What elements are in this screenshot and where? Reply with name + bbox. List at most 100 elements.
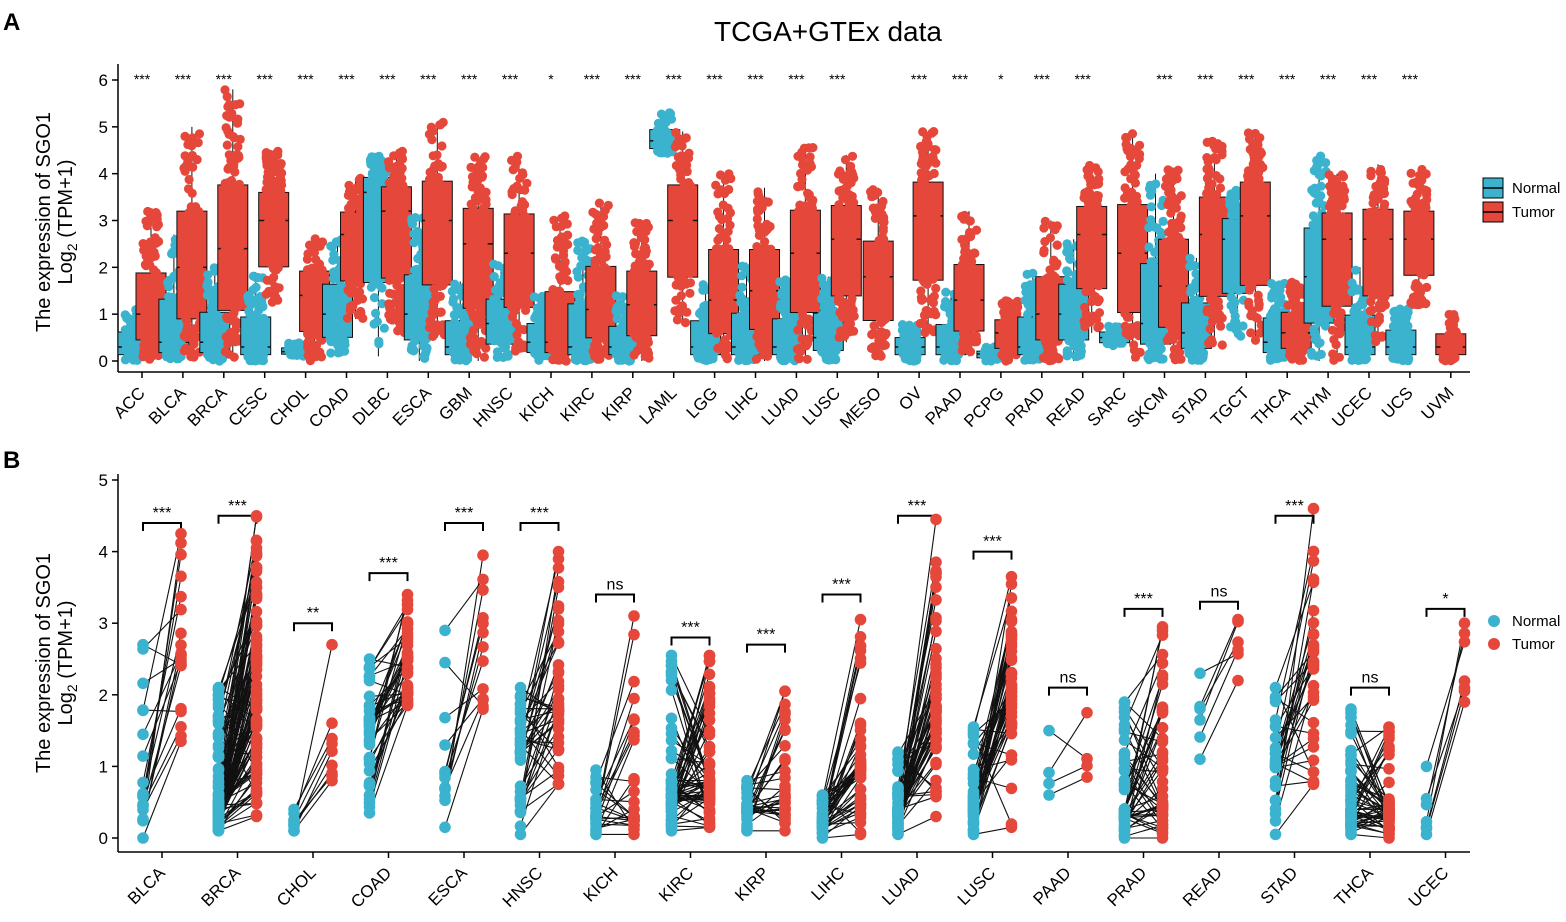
chart-a-category-label: ACC [110, 383, 149, 422]
chart-a-category-label: LIHC [722, 383, 763, 424]
chart-a-point-tumor [872, 261, 882, 271]
chart-a-point-normal [257, 328, 267, 338]
chart-a-point-tumor [349, 244, 359, 254]
chart-a-point-tumor [847, 151, 858, 161]
chart-a-point-tumor [223, 178, 233, 188]
chart-a-point-normal [573, 353, 583, 363]
chart-a-point-tumor [393, 169, 403, 179]
chart-a-point-tumor [150, 251, 160, 261]
chart-a-category-label: CESC [225, 383, 272, 430]
chart-a-point-tumor [634, 323, 644, 333]
chart-a-point-tumor [877, 281, 887, 291]
chart-a-point-tumor [465, 287, 475, 297]
chart-a-point-tumor [881, 313, 891, 324]
chart-a-point-tumor [751, 354, 762, 364]
chart-a-point-tumor [871, 351, 881, 361]
chart-a-point-tumor [802, 354, 812, 364]
chart-a-point-tumor [643, 321, 654, 331]
chart-a-point-normal [370, 154, 380, 164]
chart-a-point-tumor [229, 133, 239, 143]
chart-a-point-normal [331, 237, 341, 247]
chart-a-category-label: LUAD [758, 383, 804, 429]
chart-a-point-tumor [515, 185, 525, 195]
chart-a-point-tumor [869, 309, 879, 319]
chart-a-point-normal [164, 292, 174, 302]
chart-a-point-tumor [711, 255, 721, 266]
chart-a-point-tumor [792, 284, 803, 294]
chart-a-point-normal [161, 305, 171, 315]
chart-a-point-tumor [468, 212, 478, 222]
chart-a-significance: *** [747, 71, 764, 87]
chart-a-category-label: BLCA [145, 383, 190, 428]
chart-a-point-tumor [921, 237, 931, 247]
chart-a-point-tumor [561, 356, 571, 366]
chart-a-significance: *** [461, 71, 478, 87]
chart-a-point-tumor [842, 227, 853, 237]
chart-a-point-tumor [803, 188, 813, 198]
chart-a-point-tumor [395, 205, 405, 215]
chart-a-point-tumor [302, 265, 313, 275]
chart-a-point-tumor [228, 316, 238, 326]
chart-a-category-label: PAAD [922, 383, 967, 428]
chart-a-point-normal [204, 341, 214, 352]
chart-a-point-tumor [348, 301, 358, 311]
chart-a-point-normal [409, 345, 419, 355]
chart-a-point-tumor [711, 180, 721, 190]
chart-a-point-tumor [917, 179, 927, 189]
chart-a-point-tumor [808, 271, 818, 281]
chart-a-point-tumor [153, 350, 163, 361]
chart-a-point-tumor [802, 235, 812, 245]
chart-a-point-tumor [753, 207, 763, 217]
chart-a-point-tumor [187, 348, 197, 358]
chart-a-point-tumor [640, 220, 651, 230]
chart-a-point-tumor [762, 351, 773, 361]
chart-a-point-tumor [226, 112, 237, 122]
chart-a-point-tumor [642, 310, 652, 320]
chart-a-point-tumor [713, 343, 723, 353]
chart-a-point-normal [207, 303, 217, 313]
chart-a-point-normal [421, 343, 431, 353]
chart-a-point-tumor [345, 227, 355, 237]
chart-a-point-tumor [233, 142, 243, 152]
chart-a-point-tumor [924, 206, 934, 216]
chart-a-point-tumor [350, 278, 360, 288]
chart-a-point-tumor [143, 206, 153, 217]
chart-a-point-normal [665, 108, 675, 118]
chart-a-category-label: BRCA [184, 383, 231, 430]
chart-a-point-normal [574, 301, 584, 311]
chart-a-y-tick-label: 2 [99, 258, 108, 277]
chart-a-point-tumor [682, 187, 692, 198]
chart-a-category-label: LGG [683, 383, 722, 422]
chart-a-point-tumor [799, 302, 809, 312]
chart-a-ylabel-sub: 2 [64, 243, 80, 251]
chart-a-point-normal [374, 339, 384, 349]
chart-a-point-tumor [681, 133, 691, 143]
chart-a-point-tumor [722, 352, 732, 362]
chart-a-point-tumor [684, 244, 694, 254]
chart-a-point-tumor [195, 282, 205, 292]
chart-a-point-normal [326, 348, 336, 358]
chart-a-point-tumor [519, 254, 529, 264]
chart-a-point-tumor [923, 142, 933, 152]
chart-a-significance: *** [502, 71, 519, 87]
chart-a-point-tumor [929, 260, 939, 270]
chart-a-point-tumor [557, 213, 567, 223]
chart-a-point-normal [738, 261, 748, 272]
chart-a-point-normal [529, 292, 540, 302]
chart-a-point-tumor [840, 271, 850, 281]
chart-a-ylabel-line2: Log2 (TPM+1) [55, 159, 80, 284]
chart-a-point-normal [452, 321, 462, 331]
chart-a-point-tumor [358, 313, 368, 323]
chart-a-point-tumor [880, 301, 890, 311]
chart-a-point-tumor [436, 218, 446, 228]
chart-a-point-tumor [794, 354, 805, 364]
chart-a-point-tumor [428, 331, 438, 341]
chart-a-point-normal [407, 214, 417, 224]
chart-a-point-tumor [344, 187, 355, 197]
chart-a-point-tumor [229, 244, 240, 255]
chart-a-point-normal [455, 339, 466, 349]
chart-a-point-normal [581, 246, 591, 256]
chart-a-point-tumor [879, 217, 889, 227]
chart-a-point-tumor [302, 275, 313, 285]
chart-a-point-tumor [591, 334, 602, 344]
